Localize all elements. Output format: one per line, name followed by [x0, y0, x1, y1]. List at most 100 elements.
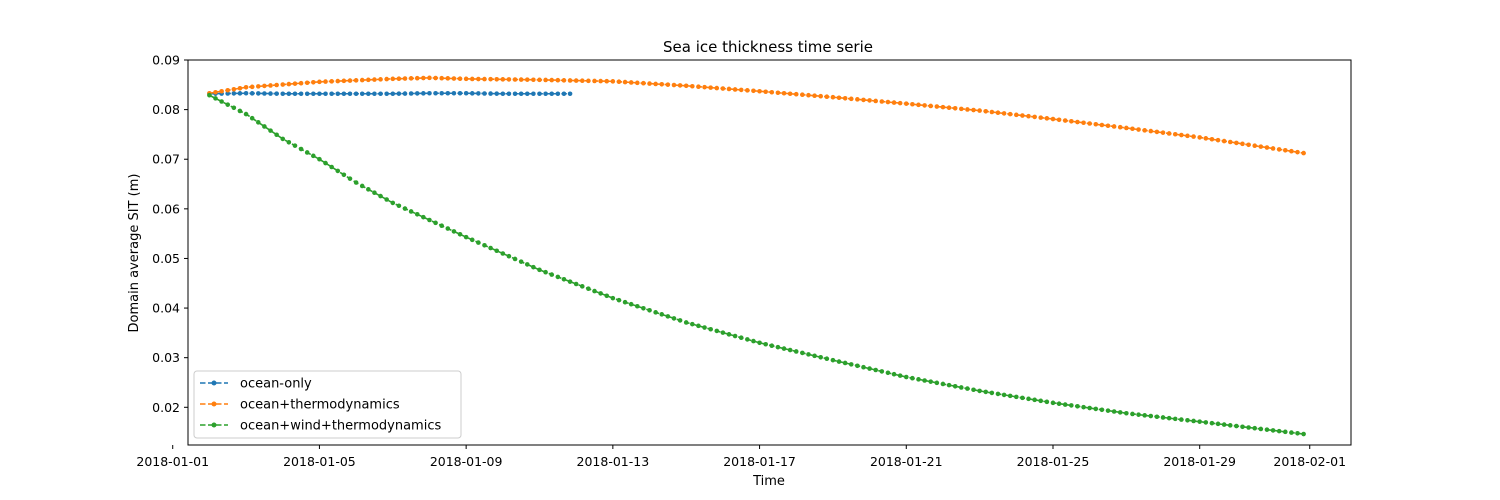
data-point	[1240, 141, 1245, 147]
data-point	[1240, 424, 1245, 430]
data-point	[1020, 113, 1025, 118]
data-point	[1087, 405, 1092, 411]
data-point	[1197, 419, 1202, 424]
data-point	[359, 77, 365, 83]
data-point	[421, 91, 426, 96]
data-point	[500, 77, 506, 82]
data-point	[1111, 124, 1117, 129]
data-point	[402, 76, 408, 81]
data-point	[1032, 397, 1037, 403]
data-point	[494, 91, 500, 96]
data-point	[280, 91, 286, 97]
data-point	[268, 83, 273, 88]
data-point	[262, 91, 267, 96]
legend-label: ocean-only	[240, 377, 312, 392]
data-point	[1221, 422, 1227, 427]
data-point	[1117, 410, 1123, 415]
data-point	[916, 377, 921, 382]
data-point	[983, 109, 989, 114]
data-point	[408, 76, 414, 81]
data-point	[255, 84, 261, 89]
data-point	[971, 387, 976, 393]
data-point	[457, 90, 463, 96]
data-point	[1215, 421, 1221, 427]
data-point	[549, 77, 555, 83]
data-point	[1130, 411, 1135, 417]
data-point	[1246, 425, 1251, 430]
data-point	[317, 156, 322, 162]
data-point	[653, 310, 658, 315]
data-point	[635, 80, 640, 86]
data-point	[696, 84, 701, 90]
data-point	[384, 91, 389, 97]
data-point	[897, 373, 903, 378]
data-point	[1203, 420, 1209, 425]
data-point	[824, 356, 830, 362]
data-point	[414, 91, 420, 96]
data-point	[1124, 125, 1129, 131]
data-point	[524, 91, 530, 97]
data-point	[561, 91, 567, 97]
data-point	[775, 90, 781, 96]
data-point	[1209, 136, 1215, 142]
data-point	[335, 91, 341, 97]
legend: ocean-only ocean+thermodynamics ocean+wind…	[193, 370, 462, 439]
data-point	[518, 77, 524, 82]
data-point	[836, 359, 842, 364]
data-point	[225, 91, 231, 96]
data-point	[1026, 113, 1031, 119]
data-point	[274, 82, 279, 88]
data-point	[738, 335, 744, 341]
data-point	[341, 91, 347, 97]
data-point	[1197, 135, 1202, 140]
data-point	[298, 146, 304, 152]
data-point	[708, 326, 713, 332]
data-point	[677, 83, 683, 88]
data-point	[390, 91, 396, 97]
data-point	[329, 91, 334, 97]
data-point	[427, 75, 432, 81]
x-tick-label: 2018-01-01	[136, 454, 209, 469]
data-point	[708, 85, 713, 90]
data-point	[842, 95, 848, 101]
data-point	[298, 80, 304, 86]
data-point	[983, 389, 989, 395]
data-point	[353, 78, 359, 83]
data-point	[995, 110, 1001, 116]
data-point	[494, 248, 500, 254]
x-tick-label: 2018-01-13	[577, 454, 650, 469]
data-point	[1069, 118, 1074, 124]
data-point	[549, 272, 555, 277]
data-point	[879, 99, 885, 104]
y-tick-label: 0.03	[152, 350, 180, 365]
data-point	[366, 187, 371, 192]
data-point	[1264, 145, 1270, 150]
data-point	[1295, 431, 1300, 436]
data-point	[543, 91, 548, 97]
data-point	[763, 341, 768, 347]
data-point	[806, 92, 811, 98]
data-point	[745, 88, 750, 93]
y-axis: 0.02 0.03 0.04 0.05 0.06 0.07 0.08 0.09	[152, 53, 188, 415]
data-point	[286, 81, 292, 87]
data-point	[592, 288, 597, 294]
data-point	[213, 96, 218, 101]
data-point	[1252, 425, 1258, 431]
data-point	[469, 76, 475, 82]
data-point	[225, 87, 231, 93]
x-tick-label: 2018-01-29	[1163, 454, 1236, 469]
data-point	[433, 220, 438, 226]
data-point	[567, 279, 573, 284]
data-point	[702, 84, 707, 90]
data-point	[720, 330, 726, 335]
data-point	[323, 91, 328, 97]
data-point	[451, 90, 457, 96]
data-point	[1264, 427, 1270, 432]
data-point	[512, 256, 518, 262]
data-point	[1215, 137, 1221, 143]
data-point	[561, 276, 567, 282]
data-point	[818, 354, 823, 360]
data-point	[598, 291, 603, 296]
data-point	[451, 76, 457, 81]
y-tick-label: 0.06	[152, 201, 180, 216]
